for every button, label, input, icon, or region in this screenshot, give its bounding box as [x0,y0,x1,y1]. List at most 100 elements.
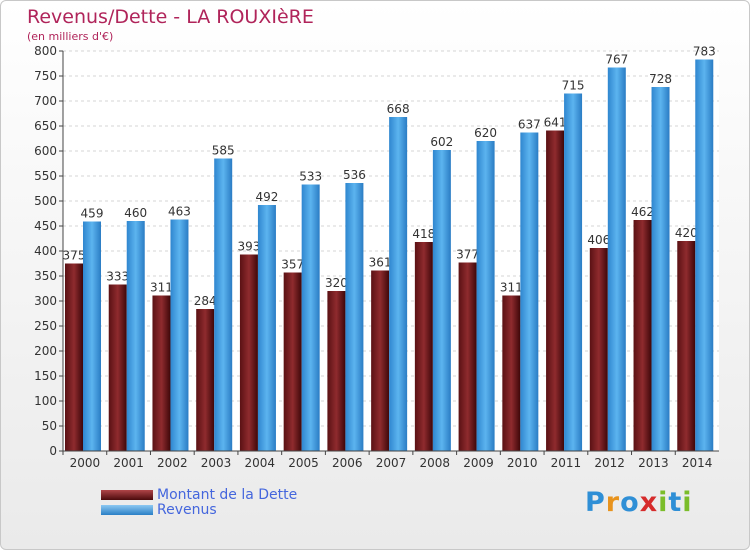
data-label-revenus: 620 [474,126,497,140]
y-tick-label: 750 [34,69,57,83]
bar-revenus [389,117,408,451]
data-label-dette: 361 [369,256,392,270]
bar-revenus [607,67,626,451]
bar-revenus [170,219,189,451]
bar-dette [414,242,433,451]
chart-subtitle: (en milliers d'€) [27,30,114,43]
bar-dette [196,309,215,451]
bar-revenus [214,158,233,451]
y-tick-label: 400 [34,244,57,258]
bar-revenus [126,221,145,451]
x-tick-label: 2010 [507,456,538,470]
data-label-dette: 333 [106,270,129,284]
data-label-dette: 420 [675,226,698,240]
logo-letter: t [668,487,683,518]
data-label-revenus: 460 [124,206,147,220]
logo-letter: P [585,487,606,518]
bar-dette [589,248,608,451]
data-label-revenus: 536 [343,168,366,182]
bar-revenus [432,150,451,451]
data-label-revenus: 783 [693,45,716,59]
bar-dette [546,130,565,451]
data-label-revenus: 533 [299,170,322,184]
y-tick-label: 50 [42,419,57,433]
x-tick-label: 2001 [113,456,144,470]
bar-dette [283,272,302,451]
bar-dette [458,262,477,451]
logo-letter: x [639,487,659,518]
proxiti-logo: Proxiti [585,487,693,518]
legend-swatch-revenus [101,505,153,515]
chart-title: Revenus/Dette - LA ROUXIèRE [27,6,314,28]
data-label-revenus: 463 [168,205,191,219]
y-tick-label: 450 [34,219,57,233]
logo-letter: i [658,487,669,518]
y-tick-label: 700 [34,94,57,108]
bar-revenus [301,184,320,451]
bar-revenus [564,93,583,451]
x-tick-label: 2006 [332,456,363,470]
legend-swatch-dette [101,490,153,500]
x-tick-label: 2002 [157,456,188,470]
y-tick-label: 350 [34,269,57,283]
y-tick-label: 0 [49,444,57,458]
data-label-dette: 418 [412,227,435,241]
logo-letter: r [605,487,621,518]
y-tick-label: 650 [34,119,57,133]
y-tick-label: 550 [34,169,57,183]
bar-dette [633,220,652,451]
bar-dette [371,270,390,451]
bar-dette [677,241,696,451]
data-label-revenus: 767 [605,53,628,67]
x-tick-label: 2009 [463,456,494,470]
bar-revenus [345,183,364,451]
bar-revenus [520,132,539,451]
data-label-dette: 393 [237,240,260,254]
x-tick-label: 2000 [70,456,101,470]
bar-revenus [83,221,101,451]
bar-dette [108,284,127,451]
bar-dette [502,295,521,451]
data-label-revenus: 637 [518,118,541,132]
x-tick-label: 2014 [682,456,713,470]
bar-revenus [651,87,670,451]
y-tick-label: 200 [34,344,57,358]
data-label-revenus: 585 [212,144,235,158]
data-label-revenus: 715 [562,79,585,93]
y-tick-label: 250 [34,319,57,333]
legend-label-revenus: Revenus [157,502,217,518]
logo-letter: i [682,487,693,518]
bar-dette [327,291,346,451]
data-label-dette: 320 [325,276,348,290]
y-tick-label: 150 [34,369,57,383]
data-label-revenus: 459 [81,207,104,221]
x-tick-label: 2004 [245,456,276,470]
y-tick-label: 500 [34,194,57,208]
x-tick-label: 2007 [376,456,407,470]
legend-item-dette: Montant de la Dette [101,487,297,503]
x-tick-label: 2012 [594,456,625,470]
data-label-revenus: 668 [387,102,410,116]
bar-dette [239,254,258,451]
y-tick-label: 300 [34,294,57,308]
y-tick-label: 600 [34,144,57,158]
data-label-dette: 311 [500,281,523,295]
legend-label-dette: Montant de la Dette [157,487,298,503]
data-label-dette: 357 [281,258,304,272]
x-tick-label: 2008 [419,456,450,470]
x-tick-label: 2011 [551,456,582,470]
bar-revenus [257,205,276,451]
y-tick-label: 800 [34,44,57,58]
data-label-dette: 311 [150,281,173,295]
data-label-dette: 462 [631,205,654,219]
bar-revenus [476,141,495,451]
x-tick-label: 2003 [201,456,232,470]
bar-dette [152,295,171,451]
x-tick-label: 2013 [638,456,669,470]
legend-item-revenus: Revenus [101,502,217,518]
data-label-dette: 284 [194,294,217,308]
bar-revenus [695,59,714,451]
data-label-dette: 641 [544,116,567,130]
